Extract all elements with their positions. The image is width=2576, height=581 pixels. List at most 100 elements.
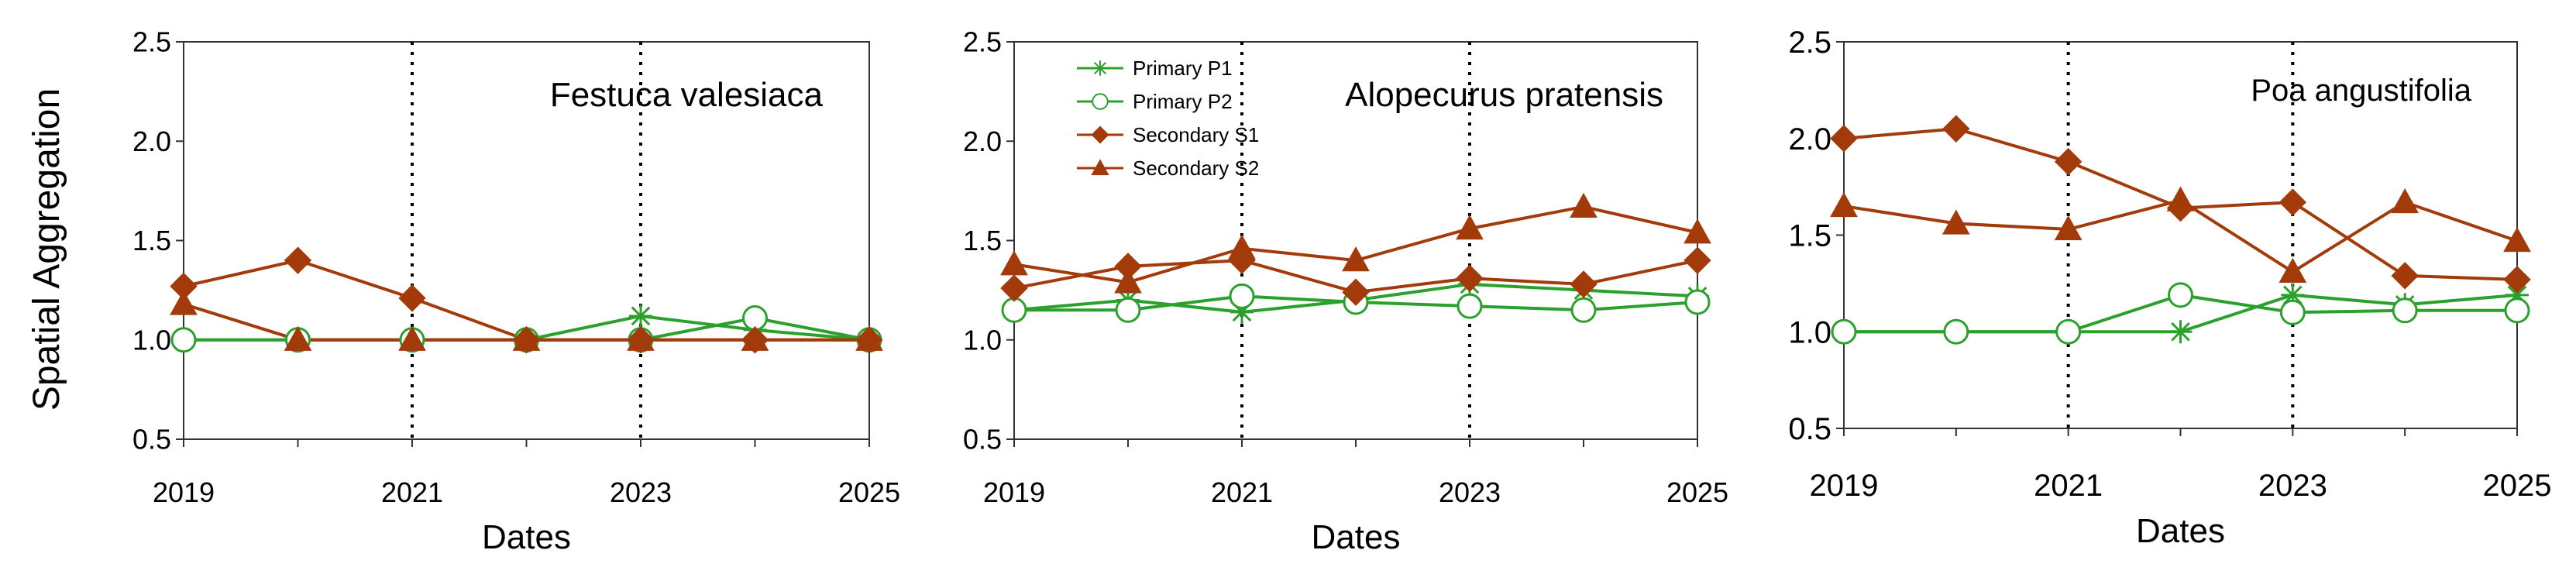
series-line-primary-p1 [1844, 293, 2518, 334]
legend-marker [1092, 93, 1109, 110]
point-primary-p1-2023 [2281, 283, 2305, 307]
plot-frame [1013, 41, 1698, 440]
point-primary-p2-2020 [1943, 318, 1969, 345]
point-primary-p1-2022 [514, 328, 538, 352]
point-secondary-s2-2024 [1570, 192, 1598, 218]
legend-marker-group [1091, 159, 1109, 176]
series-line-secondary-s1 [183, 259, 869, 342]
y-tick-label: 1.0 [963, 324, 1002, 356]
point-secondary-s1-2025 [1684, 246, 1711, 274]
chart-title: Alopecurus pratensis [1345, 76, 1663, 114]
point-primary-p2-2021 [399, 327, 425, 353]
point-secondary-s2-2021 [398, 325, 426, 351]
y-tick-label: 0.5 [963, 424, 1002, 456]
x-axis-label: Dates [1312, 518, 1401, 556]
charts-container: 0.5 1.0 1.5 2.0 2.5 2019 2021 2023 2025 Dates Fest… [132, 26, 2552, 556]
point-secondary-s2-2020 [1114, 268, 1142, 294]
point-primary-p1-2021 [2056, 320, 2080, 344]
point-secondary-s2-2024 [741, 325, 769, 351]
series-line-secondary-s2 [183, 302, 869, 342]
point-secondary-s1-2023 [627, 326, 655, 354]
point-secondary-s2-2025 [855, 325, 883, 351]
point-primary-p1-2020 [1116, 288, 1140, 312]
series-line-primary-p1 [1013, 282, 1698, 314]
x-tick-label: 2021 [381, 476, 443, 508]
chart-title: Festuca valesiaca [550, 76, 824, 114]
global-y-axis-label: Spatial Aggregation [26, 88, 67, 411]
point-secondary-s1-2020 [1114, 253, 1142, 280]
point-secondary-s2-2021 [1228, 234, 1256, 260]
point-secondary-s1-2020 [284, 246, 312, 274]
point-primary-p1-2025 [1686, 284, 1709, 308]
point-secondary-s2-2019 [1830, 192, 1858, 218]
y-tick-label: 1.5 [132, 225, 171, 256]
x-tick-label: 2023 [2258, 469, 2327, 503]
x-tick-label: 2025 [1666, 476, 1728, 508]
point-secondary-s2-2020 [284, 325, 312, 351]
point-secondary-s1-2021 [2054, 147, 2082, 176]
point-secondary-s2-2022 [2166, 186, 2195, 211]
point-secondary-s1-2023 [1456, 264, 1484, 292]
point-secondary-s1-2024 [1570, 270, 1598, 298]
point-primary-p1-2024 [1572, 278, 1595, 302]
y-tick-label: 2.5 [963, 26, 1002, 58]
y-tick-label: 1.0 [1788, 315, 1831, 349]
point-secondary-s1-2021 [1228, 246, 1256, 274]
point-primary-p1-2023 [629, 304, 652, 328]
point-primary-p2-2024 [742, 305, 768, 332]
point-primary-p1-2020 [1944, 320, 1968, 344]
point-primary-p1-2021 [1230, 300, 1254, 324]
point-primary-p1-2019 [1003, 298, 1026, 322]
y-tick-label: 2.5 [1788, 26, 1831, 60]
point-primary-p1-2023 [1458, 272, 1481, 296]
chart-title: Poa angustifolia [2251, 74, 2471, 108]
y-tick-label: 2.0 [1788, 122, 1831, 156]
point-secondary-s2-2025 [1684, 218, 1711, 244]
y-tick-label: 2.0 [963, 125, 1002, 157]
x-tick-label: 2019 [153, 476, 215, 508]
series-line-primary-p2 [184, 316, 870, 342]
y-tick-label: 0.5 [132, 424, 171, 456]
point-secondary-s2-2025 [2503, 226, 2531, 253]
point-primary-p1-2019 [172, 328, 195, 352]
point-primary-p2-2022 [514, 327, 539, 353]
x-tick-label: 2023 [1439, 476, 1501, 508]
series-line-secondary-s2 [1013, 205, 1698, 284]
point-secondary-s1-2020 [1942, 115, 1970, 143]
point-secondary-s2-2019 [170, 290, 198, 315]
point-primary-p1-2025 [858, 328, 881, 352]
plot-frame [1843, 41, 2518, 429]
x-tick-label: 2019 [1810, 469, 1879, 503]
point-primary-p2-2025 [1684, 289, 1711, 315]
point-primary-p2-2022 [1343, 289, 1369, 315]
point-secondary-s1-2019 [1830, 125, 1858, 153]
x-tick-label: 2021 [2034, 469, 2103, 503]
point-primary-p1-2025 [2505, 283, 2529, 307]
point-secondary-s1-2024 [741, 326, 769, 354]
point-secondary-s2-2022 [512, 325, 541, 351]
point-secondary-s1-2022 [2166, 194, 2195, 222]
point-secondary-s2-2024 [2391, 188, 2420, 214]
point-primary-p2-2024 [2392, 297, 2418, 324]
point-secondary-s2-2020 [1941, 209, 1970, 235]
point-secondary-s2-2022 [1342, 246, 1370, 272]
point-primary-p2-2023 [628, 327, 654, 353]
chart-2: 0.5 1.0 1.5 2.0 2.5 2019 2021 2023 2025 Dates Alop… [963, 26, 1728, 556]
point-secondary-s1-2024 [2391, 262, 2419, 290]
series-line-primary-p2 [1014, 294, 1698, 312]
legend-marker [1092, 60, 1108, 76]
point-secondary-s1-2025 [855, 326, 883, 354]
point-primary-p1-2020 [286, 328, 310, 352]
legend-marker-group [1092, 60, 1108, 76]
series-line-primary-p2 [1844, 293, 2517, 334]
legend-marker [1091, 159, 1109, 176]
legend: Primary P1 Primary P2 Secondary S1 Secondar… [1077, 57, 1259, 180]
point-primary-p1-2022 [1344, 288, 1367, 312]
point-primary-p2-2023 [1457, 293, 1483, 319]
point-secondary-s1-2025 [2503, 266, 2531, 294]
point-primary-p2-2022 [2168, 282, 2193, 308]
y-tick-label: 1.5 [963, 225, 1002, 256]
point-primary-p2-2019 [1831, 318, 1857, 345]
x-tick-label: 2025 [838, 476, 900, 508]
